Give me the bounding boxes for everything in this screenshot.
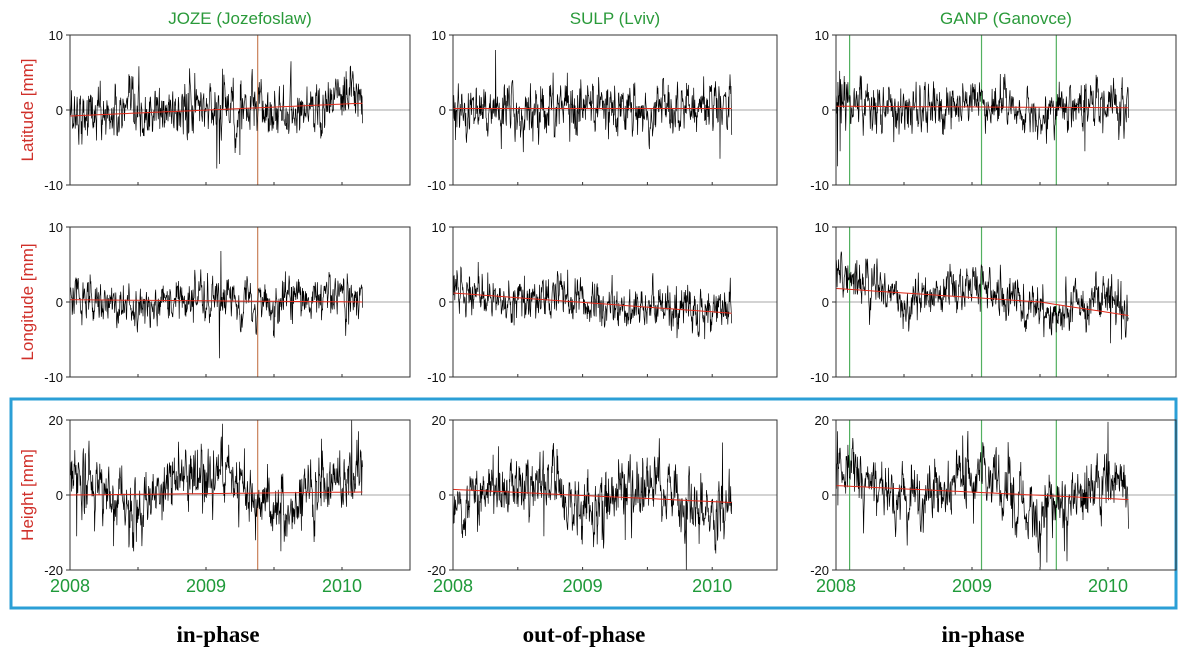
x-tick-label: 2009 (186, 576, 226, 596)
x-tick-label: 2010 (692, 576, 732, 596)
panel-sulp-latitude: 10 0 -10 (427, 28, 778, 193)
y-axis-label: Height [mm] (18, 449, 37, 541)
y-tick-label: 10 (49, 220, 63, 235)
y-tick-label: 20 (432, 413, 446, 428)
y-tick-label: -20 (427, 563, 446, 578)
station-title: SULP (Lviv) (570, 9, 660, 28)
observed-series-line (835, 421, 1129, 571)
y-tick-label: 10 (432, 220, 446, 235)
caption-ganp: in-phase (941, 622, 1025, 647)
y-axis-label: Longitude [mm] (18, 243, 37, 360)
panel-joze-longitude: 10 0 -10 (44, 220, 411, 385)
y-tick-label: 0 (439, 488, 446, 503)
x-tick-label: 2010 (1088, 576, 1128, 596)
y-tick-label: -10 (810, 178, 829, 193)
x-tick-label: 2008 (433, 576, 473, 596)
y-tick-label: -10 (44, 178, 63, 193)
y-tick-label: -20 (44, 563, 63, 578)
y-tick-label: 0 (822, 295, 829, 310)
y-tick-label: -10 (427, 370, 446, 385)
trend-line (70, 299, 363, 303)
panel-ganp-latitude: 10 0 -10 (810, 28, 1177, 193)
observed-series-line (69, 61, 363, 169)
y-tick-label: 0 (56, 295, 63, 310)
observed-series-line (835, 251, 1129, 344)
observed-series-line (452, 49, 733, 159)
gnss-timeseries-figure: 10 0 -10 10 0 -10 10 0 -10 10 0 -10 10 0 -10 10 0 -10 20 0 -… (9, 9, 1178, 610)
y-tick-label: 10 (815, 220, 829, 235)
y-tick-label: -20 (810, 563, 829, 578)
station-title: JOZE (Jozefoslaw) (168, 9, 312, 28)
observed-series-line (69, 250, 363, 359)
trend-line (69, 491, 363, 496)
y-tick-label: 10 (49, 28, 63, 43)
panel-sulp-longitude: 10 0 -10 (427, 220, 778, 385)
trend-line (452, 292, 732, 314)
panel-joze-latitude: 10 0 -10 (44, 28, 411, 193)
y-tick-label: -10 (427, 178, 446, 193)
observed-series-line (452, 261, 733, 340)
x-tick-label: 2010 (322, 576, 362, 596)
observed-series-line (452, 438, 733, 571)
x-tick-label: 2009 (952, 576, 992, 596)
y-tick-label: 0 (439, 103, 446, 118)
y-tick-label: 20 (49, 413, 63, 428)
y-tick-label: 0 (56, 488, 63, 503)
y-tick-label: 0 (56, 103, 63, 118)
trend-line (835, 485, 1129, 500)
y-tick-label: 0 (822, 488, 829, 503)
y-tick-label: -10 (810, 370, 829, 385)
y-tick-label: 10 (432, 28, 446, 43)
caption-joze: in-phase (176, 622, 260, 647)
y-tick-label: -10 (44, 370, 63, 385)
x-tick-label: 2008 (50, 576, 90, 596)
y-axis-label: Latitude [mm] (18, 59, 37, 162)
y-tick-label: 20 (815, 413, 829, 428)
panel-ganp-longitude: 10 0 -10 (810, 220, 1177, 385)
station-title: GANP (Ganovce) (940, 9, 1072, 28)
y-tick-label: 0 (439, 295, 446, 310)
y-tick-label: 10 (815, 28, 829, 43)
observed-series-line (835, 70, 1129, 167)
y-tick-label: 0 (822, 103, 829, 118)
trend-line (836, 105, 1129, 109)
x-tick-label: 2009 (563, 576, 603, 596)
caption-sulp: out-of-phase (522, 622, 646, 647)
trend-line (452, 488, 732, 503)
trend-line (69, 102, 363, 117)
x-tick-label: 2008 (816, 576, 856, 596)
trend-line (835, 288, 1129, 316)
observed-series-line (69, 419, 363, 552)
